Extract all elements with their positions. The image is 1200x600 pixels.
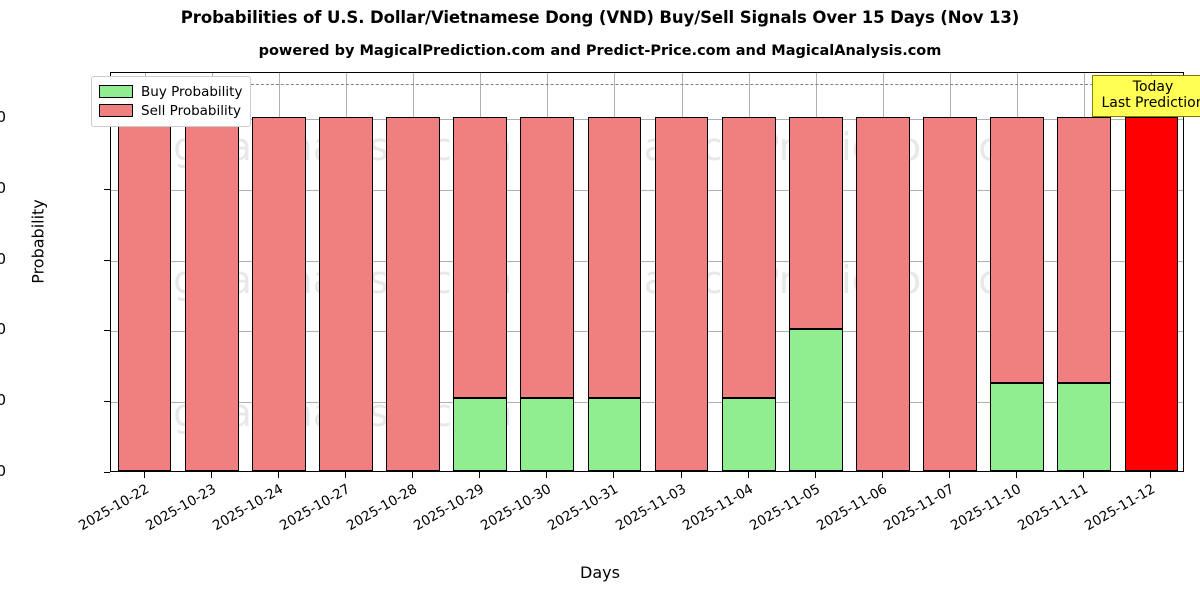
bar-segment-today[interactable] (1124, 117, 1179, 471)
plot-inner: MagicalAnalysis.com MagicalPrediction.co… (111, 73, 1183, 471)
x-tick-mark (546, 472, 547, 478)
y-tick-label: 60 (0, 249, 6, 268)
bar-group[interactable] (251, 73, 306, 471)
bar-segment-sell[interactable] (923, 117, 977, 471)
bar-segment-sell[interactable] (319, 117, 373, 471)
bar-segment-sell[interactable] (453, 117, 508, 399)
y-axis-label: Probability (28, 199, 48, 284)
legend-swatch-sell (99, 104, 133, 117)
bar-group[interactable] (1057, 73, 1112, 471)
chart-title: Probabilities of U.S. Dollar/Vietnamese … (180, 8, 1020, 27)
bar-segment-buy[interactable] (721, 398, 776, 471)
y-tick-mark (104, 188, 110, 190)
x-tick-mark (278, 472, 279, 478)
bar-group[interactable] (923, 73, 977, 471)
gridline-horizontal (111, 260, 1183, 262)
gridline-horizontal (111, 189, 1183, 191)
x-tick-mark (613, 472, 614, 478)
bar-segment-buy[interactable] (1057, 382, 1112, 471)
threshold-dashed-line (111, 83, 1183, 85)
x-tick-mark (211, 472, 212, 478)
bar-group[interactable] (319, 73, 373, 471)
bar-segment-buy[interactable] (453, 398, 508, 471)
bar-segment-sell[interactable] (587, 117, 642, 399)
bar-segment-sell[interactable] (251, 117, 306, 471)
chart-legend: Buy Probability Sell Probability (91, 76, 252, 127)
x-tick-mark (1016, 472, 1017, 478)
today-annotation-line-2: Last Prediction (1101, 95, 1200, 112)
y-tick-mark (104, 472, 110, 473)
legend-label-buy: Buy Probability (141, 83, 243, 100)
gridline-horizontal (111, 119, 1183, 121)
bar-segment-buy[interactable] (587, 398, 642, 471)
y-tick-mark (104, 330, 110, 332)
x-tick-mark (882, 472, 883, 478)
bar-segment-sell[interactable] (856, 117, 910, 471)
bar-segment-sell[interactable] (721, 117, 776, 399)
today-annotation: Today Last Prediction (1092, 75, 1200, 118)
today-annotation-line-1: Today (1132, 79, 1174, 95)
y-tick-label: 0 (0, 462, 6, 480)
bar-segment-buy[interactable] (788, 329, 843, 471)
x-axis-label: Days (580, 563, 620, 582)
gridline-horizontal (111, 331, 1183, 333)
bar-segment-sell[interactable] (1057, 117, 1112, 383)
plot-area: MagicalAnalysis.com MagicalPrediction.co… (110, 72, 1184, 472)
bar-group[interactable] (990, 73, 1045, 471)
bar-group[interactable] (184, 73, 239, 471)
x-tick-mark (815, 472, 816, 478)
bar-segment-buy[interactable] (990, 382, 1045, 471)
bar-group[interactable] (721, 73, 776, 471)
x-tick-mark (345, 472, 346, 478)
bar-group[interactable] (117, 73, 172, 471)
bar-segment-sell[interactable] (990, 117, 1045, 383)
bar-segment-sell[interactable] (117, 117, 172, 471)
x-tick-mark (949, 472, 950, 478)
legend-item-sell[interactable]: Sell Probability (99, 101, 242, 120)
bar-segment-sell[interactable] (654, 117, 709, 471)
bar-group[interactable] (587, 73, 642, 471)
y-tick-label: 80 (0, 178, 6, 197)
bar-group[interactable] (520, 73, 575, 471)
bar-group[interactable] (386, 73, 440, 471)
x-tick-mark (412, 472, 413, 478)
y-tick-label: 100 (0, 108, 6, 127)
y-tick-mark (104, 259, 110, 261)
bar-segment-sell[interactable] (386, 117, 440, 471)
bar-group[interactable] (654, 73, 709, 471)
bar-group[interactable] (788, 73, 843, 471)
x-tick-mark (681, 472, 682, 478)
bar-segment-sell[interactable] (184, 117, 239, 471)
bar-segment-sell[interactable] (788, 117, 843, 330)
bar-segment-buy[interactable] (520, 398, 575, 471)
x-tick-mark (1150, 472, 1151, 478)
x-tick-mark (1083, 472, 1084, 478)
y-tick-label: 40 (0, 320, 6, 339)
x-tick-mark (144, 472, 145, 478)
bar-group[interactable] (453, 73, 508, 471)
bar-group[interactable] (856, 73, 910, 471)
y-tick-mark (104, 401, 110, 403)
legend-item-buy[interactable]: Buy Probability (99, 82, 242, 101)
gridline-horizontal (111, 402, 1183, 404)
x-tick-mark (748, 472, 749, 478)
x-tick-mark (479, 472, 480, 478)
y-tick-label: 20 (0, 391, 6, 410)
bar-group[interactable] (1124, 73, 1179, 471)
bar-segment-sell[interactable] (520, 117, 575, 399)
legend-label-sell: Sell Probability (141, 102, 242, 119)
chart-subtitle: powered by MagicalPrediction.com and Pre… (258, 43, 942, 59)
legend-swatch-buy (99, 85, 133, 98)
